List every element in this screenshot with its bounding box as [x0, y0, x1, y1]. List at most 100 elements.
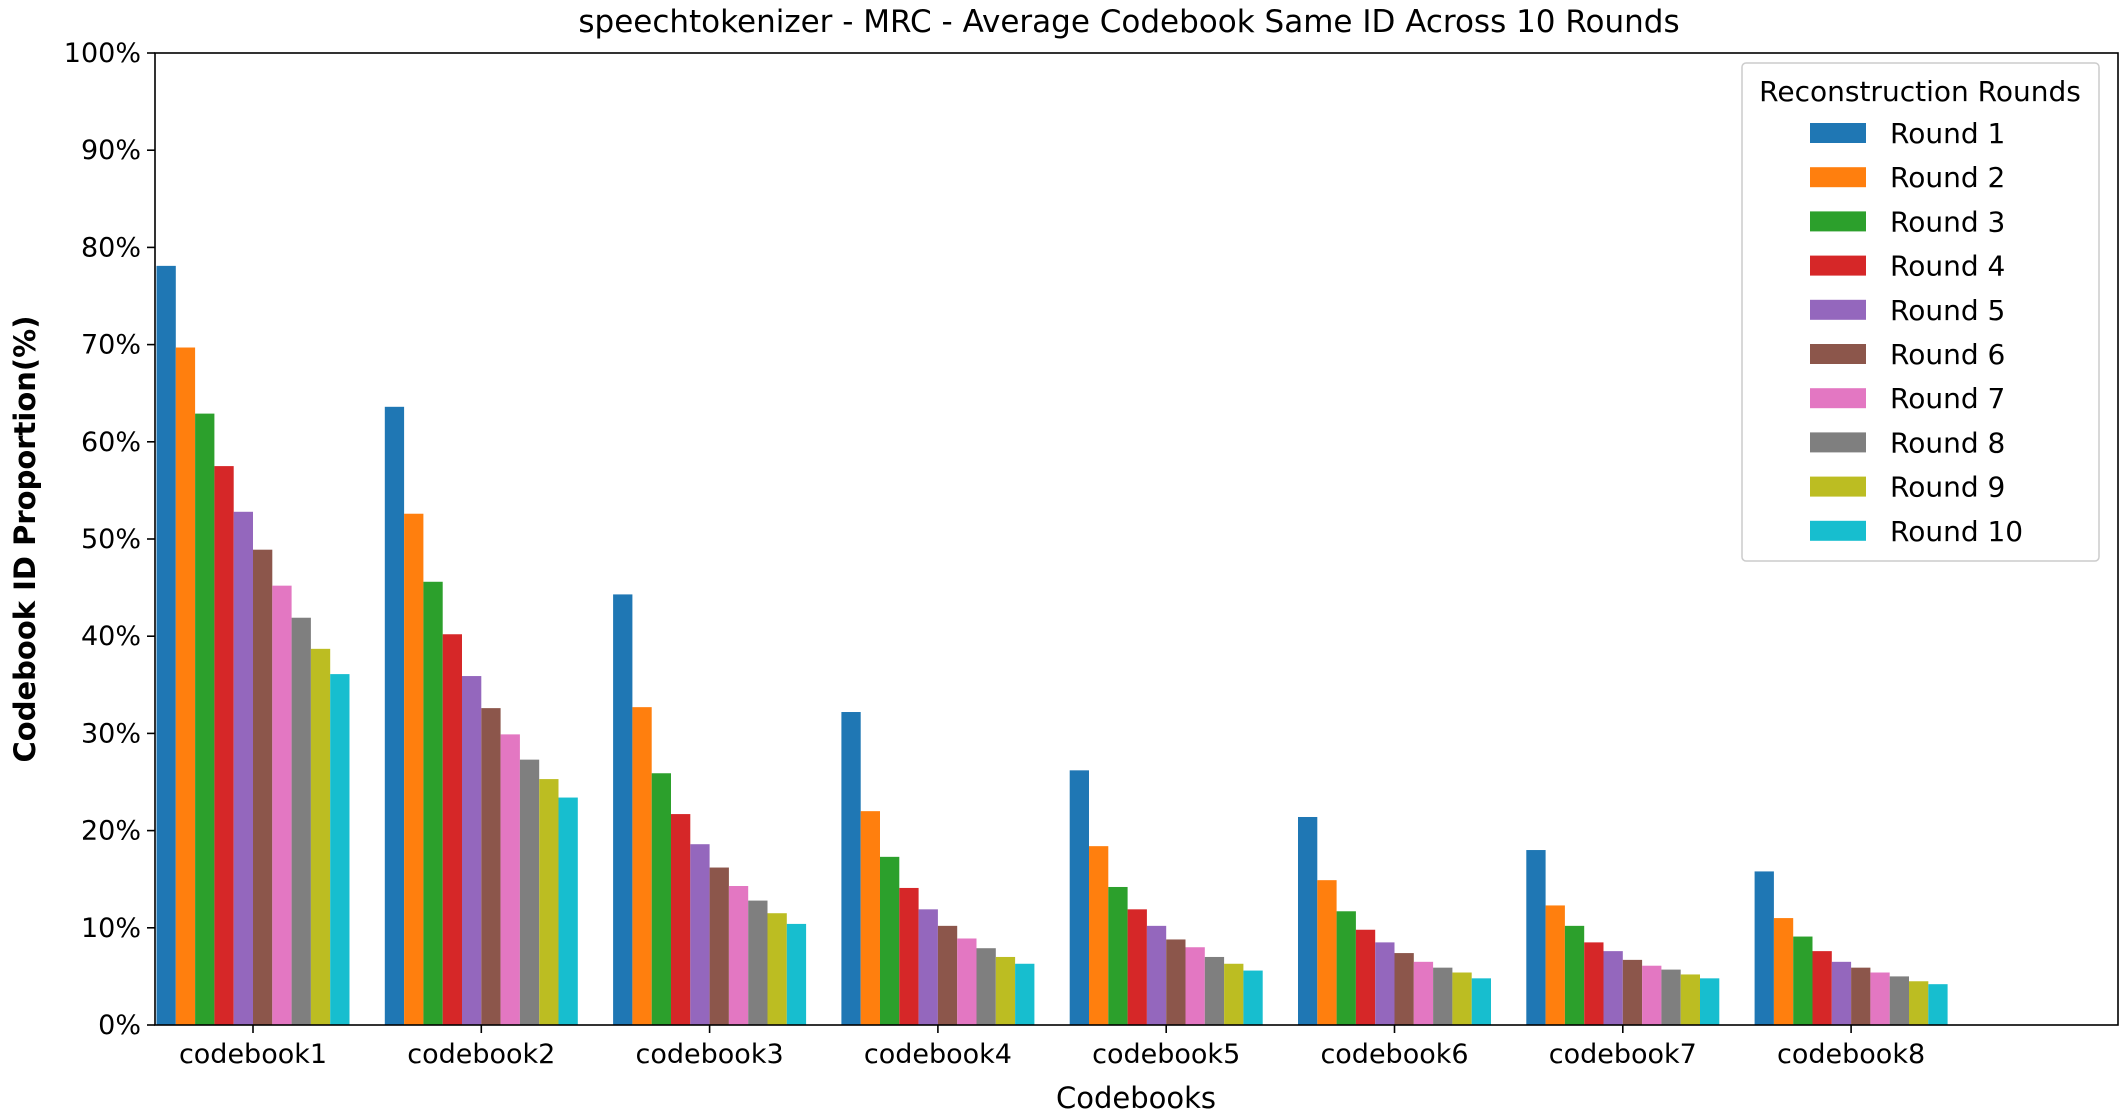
- bar-codebook7-round-4: [1584, 942, 1604, 1025]
- x-tick-label: codebook5: [1092, 1039, 1240, 1070]
- bar-codebook5-round-2: [1089, 846, 1109, 1025]
- bar-codebook4-round-2: [860, 811, 880, 1025]
- y-tick-label: 60%: [81, 427, 141, 458]
- bar-codebook8-round-4: [1812, 951, 1832, 1025]
- bar-codebook8-round-7: [1870, 972, 1890, 1025]
- y-tick-label: 80%: [81, 232, 141, 263]
- legend-swatch: [1810, 520, 1866, 541]
- legend-swatch: [1810, 167, 1866, 188]
- y-tick-label: 20%: [81, 816, 141, 847]
- legend-label: Round 5: [1890, 294, 2005, 327]
- bar-codebook2-round-3: [423, 581, 443, 1025]
- y-tick-label: 70%: [81, 330, 141, 361]
- bar-codebook5-round-7: [1185, 947, 1205, 1025]
- y-tick-label: 30%: [81, 718, 141, 749]
- x-tick-label: codebook8: [1777, 1039, 1925, 1070]
- bar-codebook3-round-1: [613, 594, 633, 1025]
- y-axis: 0% 10% 20% 30% 40% 50% 60% 70% 80% 90% 100%: [64, 38, 155, 1041]
- bar-codebook5-round-5: [1146, 925, 1167, 1025]
- bar-codebook7-round-3: [1564, 925, 1585, 1025]
- bar-codebook1-round-8: [291, 617, 311, 1025]
- bar-codebook5-round-4: [1127, 909, 1147, 1025]
- x-tick-label: codebook2: [407, 1039, 555, 1070]
- bar-codebook6-round-1: [1298, 816, 1318, 1025]
- bars-layer: [156, 265, 1948, 1026]
- bar-codebook2-round-1: [384, 406, 405, 1026]
- y-tick-label: 10%: [81, 913, 141, 944]
- bar-codebook3-round-3: [651, 773, 671, 1025]
- legend-swatch: [1810, 344, 1866, 364]
- legend-label: Round 9: [1890, 471, 2005, 504]
- bar-codebook1-round-9: [310, 648, 331, 1025]
- legend-label: Round 6: [1890, 338, 2005, 371]
- bar-codebook6-round-3: [1336, 911, 1356, 1025]
- legend-title: Reconstruction Rounds: [1759, 75, 2081, 108]
- bar-codebook3-round-4: [671, 814, 691, 1025]
- y-tick-label: 40%: [81, 621, 141, 652]
- x-axis: codebook1 codebook2 codebook3 codebook4 code…: [179, 1025, 1925, 1070]
- bar-codebook7-round-6: [1622, 959, 1643, 1025]
- bar-codebook4-round-7: [957, 938, 977, 1025]
- bar-codebook8-round-1: [1754, 871, 1774, 1025]
- x-tick-label: codebook1: [179, 1039, 327, 1070]
- bar-codebook8-round-2: [1773, 918, 1794, 1025]
- bar-codebook1-round-10: [330, 674, 350, 1025]
- bar-codebook5-round-8: [1204, 956, 1225, 1025]
- bar-codebook3-round-5: [690, 844, 710, 1025]
- bar-codebook2-round-10: [558, 797, 578, 1025]
- legend-label: Round 4: [1890, 250, 2005, 283]
- bar-codebook2-round-5: [462, 676, 482, 1025]
- bar-codebook4-round-10: [1015, 963, 1035, 1025]
- bar-codebook8-round-3: [1793, 936, 1813, 1025]
- x-tick-label: codebook4: [864, 1039, 1012, 1070]
- bar-codebook7-round-5: [1603, 951, 1623, 1025]
- bar-codebook1-round-4: [214, 466, 234, 1026]
- bar-codebook4-round-5: [918, 909, 938, 1025]
- bar-codebook3-round-6: [709, 867, 729, 1025]
- bar-codebook6-round-2: [1317, 880, 1337, 1025]
- bar-codebook6-round-9: [1452, 972, 1472, 1025]
- legend-label: Round 7: [1890, 382, 2005, 415]
- bar-codebook6-round-7: [1413, 961, 1434, 1025]
- bar-codebook4-round-9: [995, 956, 1016, 1025]
- x-tick-label: codebook7: [1549, 1039, 1697, 1070]
- legend-label: Round 1: [1890, 117, 2005, 150]
- legend-swatch: [1810, 476, 1866, 497]
- y-axis-label: Codebook ID Proportion(%): [8, 316, 42, 763]
- legend-swatch: [1810, 255, 1866, 276]
- bar-codebook5-round-10: [1243, 970, 1263, 1025]
- bar-codebook5-round-6: [1166, 939, 1186, 1025]
- bar-codebook8-round-6: [1851, 967, 1871, 1025]
- bar-codebook8-round-5: [1831, 961, 1852, 1025]
- bar-codebook7-round-10: [1700, 978, 1720, 1025]
- bar-codebook1-round-1: [156, 265, 176, 1025]
- legend-swatch: [1810, 123, 1866, 143]
- bar-codebook6-round-4: [1355, 929, 1376, 1025]
- bar-codebook3-round-8: [748, 900, 768, 1025]
- bar-codebook1-round-3: [195, 413, 215, 1025]
- legend-label: Round 3: [1890, 205, 2005, 238]
- legend-label: Round 8: [1890, 426, 2005, 459]
- bar-codebook1-round-2: [175, 347, 196, 1025]
- bar-codebook8-round-9: [1909, 981, 1929, 1025]
- bar-codebook2-round-8: [519, 759, 540, 1025]
- y-tick-label: 50%: [81, 524, 141, 555]
- bar-codebook1-round-5: [233, 511, 253, 1025]
- bar-codebook2-round-9: [539, 779, 559, 1025]
- bar-codebook8-round-8: [1889, 976, 1909, 1025]
- bar-codebook7-round-9: [1680, 974, 1700, 1025]
- legend-swatch: [1810, 299, 1866, 320]
- bar-codebook6-round-8: [1433, 967, 1453, 1025]
- legend-label: Round 10: [1890, 515, 2023, 548]
- bar-codebook4-round-4: [899, 887, 919, 1025]
- legend-swatch: [1810, 211, 1866, 232]
- bar-codebook4-round-6: [937, 925, 958, 1025]
- x-tick-label: codebook6: [1320, 1039, 1468, 1070]
- y-tick-label: 90%: [81, 135, 141, 166]
- bar-codebook7-round-8: [1661, 969, 1681, 1025]
- y-tick-label: 100%: [64, 38, 141, 69]
- bar-codebook5-round-9: [1224, 963, 1244, 1025]
- bar-codebook3-round-7: [728, 886, 749, 1025]
